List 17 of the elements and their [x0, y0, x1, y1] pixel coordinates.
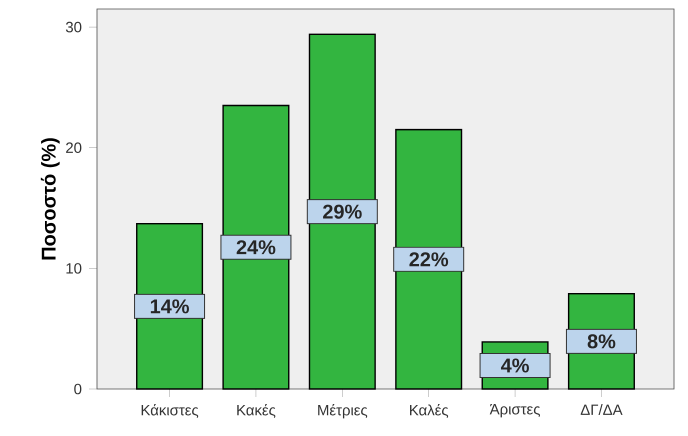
data-label: 8% [588, 334, 616, 348]
x-tick-label: ΔΓ/ΔΑ [580, 404, 623, 416]
x-tick-label: Κακές [237, 404, 276, 418]
data-label: 4% [500, 358, 529, 372]
y-tick-label: 20 [66, 142, 82, 154]
data-label: 22% [409, 252, 448, 266]
data-label: 14% [150, 299, 189, 314]
data-label: 24% [236, 240, 276, 254]
y-tick-label: 0 [74, 384, 82, 394]
x-tick-label: Άριστες [490, 404, 540, 418]
data-label: 29% [323, 204, 362, 219]
x-tick-label: Μέτριες [318, 404, 368, 418]
x-tick-label: Κάκιστες [142, 404, 198, 418]
x-tick-label: Καλές [410, 404, 448, 418]
y-tick-label: 10 [66, 263, 82, 274]
y-axis-title: Ποσοστό (%) [40, 138, 60, 260]
y-tick-label: 30 [66, 22, 82, 32]
